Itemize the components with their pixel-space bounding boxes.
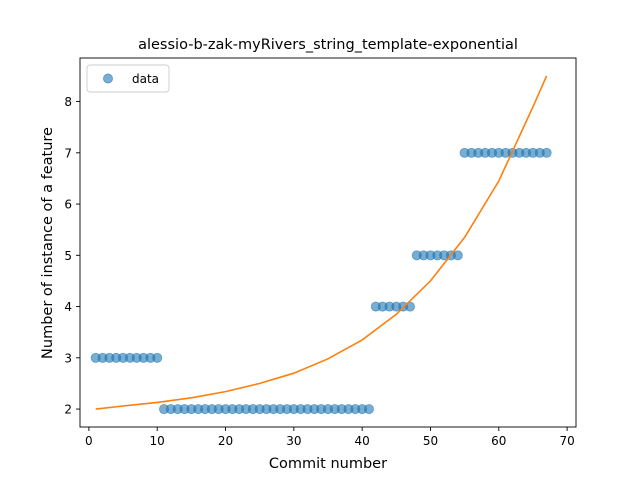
- x-tick-label: 10: [150, 434, 165, 448]
- y-tick-label: 4: [64, 300, 72, 314]
- y-tick-label: 2: [64, 403, 72, 417]
- x-axis-label: Commit number: [269, 456, 387, 472]
- legend-marker: [103, 73, 114, 84]
- x-tick-label: 70: [559, 434, 574, 448]
- fit-line: [95, 75, 548, 410]
- data-point: [152, 352, 163, 363]
- legend-label: data: [132, 72, 159, 86]
- x-tick-label: 30: [286, 434, 301, 448]
- y-tick-label: 5: [64, 249, 72, 263]
- data-point: [452, 250, 463, 261]
- y-tick-label: 7: [64, 146, 72, 160]
- chart-title: alessio-b-zak-myRivers_string_template-e…: [138, 37, 518, 53]
- x-tick-label: 50: [423, 434, 438, 448]
- x-tick-label: 0: [85, 434, 93, 448]
- axes-frame: [79, 57, 577, 428]
- x-tick-label: 40: [355, 434, 370, 448]
- y-tick-label: 6: [64, 198, 72, 212]
- legend-box: [86, 64, 170, 93]
- x-tick-label: 20: [218, 434, 233, 448]
- data-point: [363, 404, 374, 415]
- plot-area: 0 10 20 30 40 50 60 70 2 3 4 5 6 7 8 data: [64, 57, 577, 448]
- y-axis-label: Number of instance of a feature: [40, 127, 56, 359]
- y-tick-label: 8: [64, 95, 72, 109]
- data-point: [541, 147, 552, 158]
- y-tick-label: 3: [64, 351, 72, 365]
- x-tick-label: 60: [491, 434, 506, 448]
